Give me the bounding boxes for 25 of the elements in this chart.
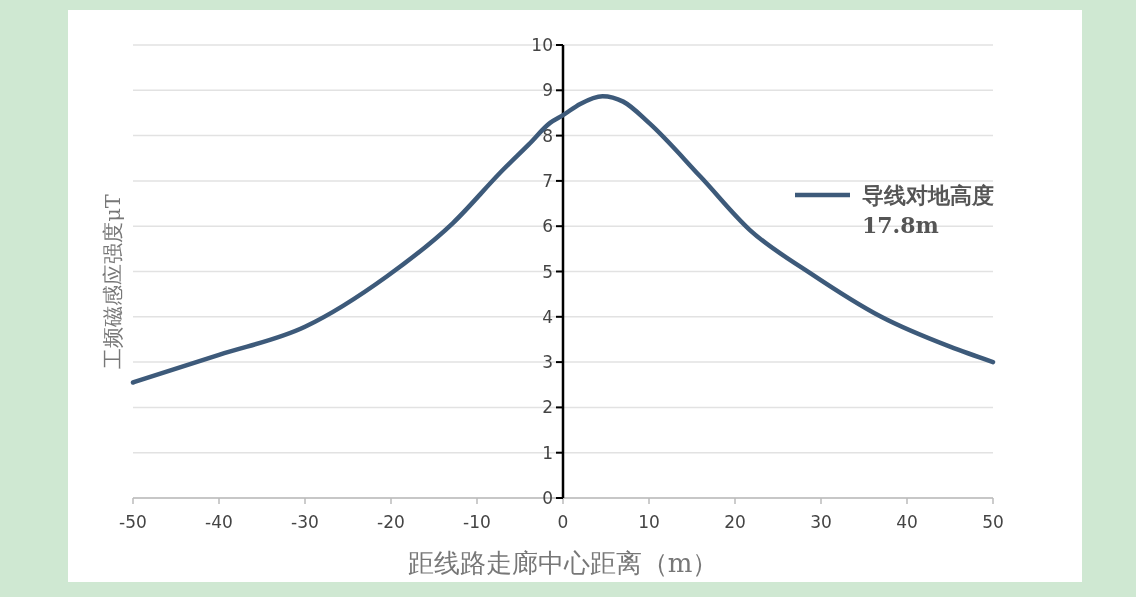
x-axis-title: 距线路走廊中心距离（m） (407, 548, 719, 578)
y-tick-label: 4 (542, 306, 553, 327)
legend-label: 导线对地高度17.8m (862, 182, 994, 238)
x-tick-label: -10 (463, 512, 491, 532)
x-tick-label: -50 (119, 512, 147, 532)
x-tick-label: 40 (896, 512, 918, 532)
x-tick-label: 20 (724, 512, 746, 532)
x-tick-label: 0 (557, 512, 569, 532)
y-tick-label: 10 (531, 35, 553, 55)
x-tick-label: 30 (810, 512, 832, 532)
y-tick-label: 3 (542, 352, 553, 373)
y-tick-label: 5 (542, 261, 553, 282)
y-tick-label: 9 (542, 80, 553, 101)
x-tick-label: -30 (291, 512, 319, 532)
x-tick-label: -40 (205, 512, 233, 532)
y-axis-title: 工频磁感应强度μT (101, 194, 125, 369)
y-tick-label: 8 (542, 125, 553, 146)
x-tick-label: 10 (638, 512, 660, 532)
x-tick-label: -20 (377, 512, 405, 532)
y-tick-label: 1 (542, 442, 553, 463)
y-tick-label: 7 (542, 170, 553, 191)
y-tick-label: 2 (542, 397, 553, 418)
y-tick-label: 6 (542, 216, 553, 237)
x-tick-label: 50 (982, 512, 1004, 532)
y-tick-label: 0 (542, 488, 553, 508)
